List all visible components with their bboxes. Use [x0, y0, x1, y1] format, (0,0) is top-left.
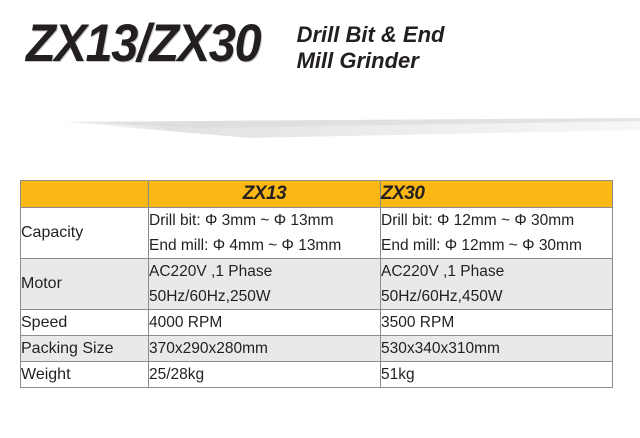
cell-line: 51kg [381, 366, 415, 383]
row-label-speed: Speed [20, 309, 149, 336]
cell-motor-zx30: AC220V ,1 Phase 50Hz/60Hz,450W [380, 258, 613, 310]
cell-packing-size-zx13: 370x290x280mm [148, 335, 381, 362]
cell-capacity-zx13: Drill bit: Φ 3mm ~ Φ 13mm End mill: Φ 4m… [148, 207, 381, 259]
cell-line: 50Hz/60Hz,450W [381, 288, 503, 305]
cell-speed-zx30: 3500 RPM [380, 309, 613, 336]
cell-line: End mill: Φ 12mm ~ Φ 30mm [381, 237, 582, 254]
table-row: Packing Size 370x290x280mm 530x340x310mm [20, 335, 613, 362]
page-subtitle: Drill Bit & End Mill Grinder [297, 22, 445, 74]
subtitle-line-1: Drill Bit & End [296, 22, 445, 47]
cell-line: 3500 RPM [381, 314, 455, 331]
cell-weight-zx13: 25/28kg [148, 361, 381, 388]
cell-line: Drill bit: Φ 12mm ~ Φ 30mm [381, 212, 575, 229]
cell-line: 4000 RPM [149, 314, 223, 331]
row-label-motor: Motor [20, 258, 149, 310]
cell-line: End mill: Φ 4mm ~ Φ 13mm [149, 237, 342, 254]
cell-weight-zx30: 51kg [380, 361, 613, 388]
cell-packing-size-zx30: 530x340x310mm [380, 335, 613, 362]
column-header-zx13: ZX13 [148, 180, 381, 208]
cell-line: 25/28kg [149, 366, 205, 383]
cell-line: Drill bit: Φ 3mm ~ Φ 13mm [149, 212, 334, 229]
subtitle-line-2: Mill Grinder [296, 48, 419, 73]
cell-line: 50Hz/60Hz,250W [149, 288, 271, 305]
cell-motor-zx13: AC220V ,1 Phase 50Hz/60Hz,250W [148, 258, 381, 310]
row-label-weight: Weight [20, 361, 149, 388]
table-row: Weight 25/28kg 51kg [20, 361, 613, 388]
title-row: ZX13/ZX30 Drill Bit & End Mill Grinder [26, 16, 444, 74]
cell-line: 370x290x280mm [149, 340, 268, 357]
table-row: Speed 4000 RPM 3500 RPM [20, 309, 613, 336]
page-title: ZX13/ZX30 [26, 14, 262, 73]
specification-table: ZX13 ZX30 Capacity Drill bit: Φ 3mm ~ Φ … [20, 180, 613, 388]
row-label-capacity: Capacity [20, 207, 149, 259]
table-row: Capacity Drill bit: Φ 3mm ~ Φ 13mm End m… [20, 207, 613, 259]
cell-line: AC220V ,1 Phase [149, 263, 273, 280]
cell-speed-zx13: 4000 RPM [148, 309, 381, 336]
row-label-packing-size: Packing Size [20, 335, 149, 362]
cell-line: AC220V ,1 Phase [381, 263, 505, 280]
table-header-row: ZX13 ZX30 [20, 180, 613, 208]
cell-line: 530x340x310mm [381, 340, 500, 357]
column-header-zx30: ZX30 [380, 180, 613, 208]
header-cell-blank [20, 180, 149, 208]
swoosh-decoration [64, 118, 640, 138]
table-row: Motor AC220V ,1 Phase 50Hz/60Hz,250W AC2… [20, 258, 613, 310]
page-header: ZX13/ZX30 Drill Bit & End Mill Grinder [0, 0, 640, 110]
cell-capacity-zx30: Drill bit: Φ 12mm ~ Φ 30mm End mill: Φ 1… [380, 207, 613, 259]
